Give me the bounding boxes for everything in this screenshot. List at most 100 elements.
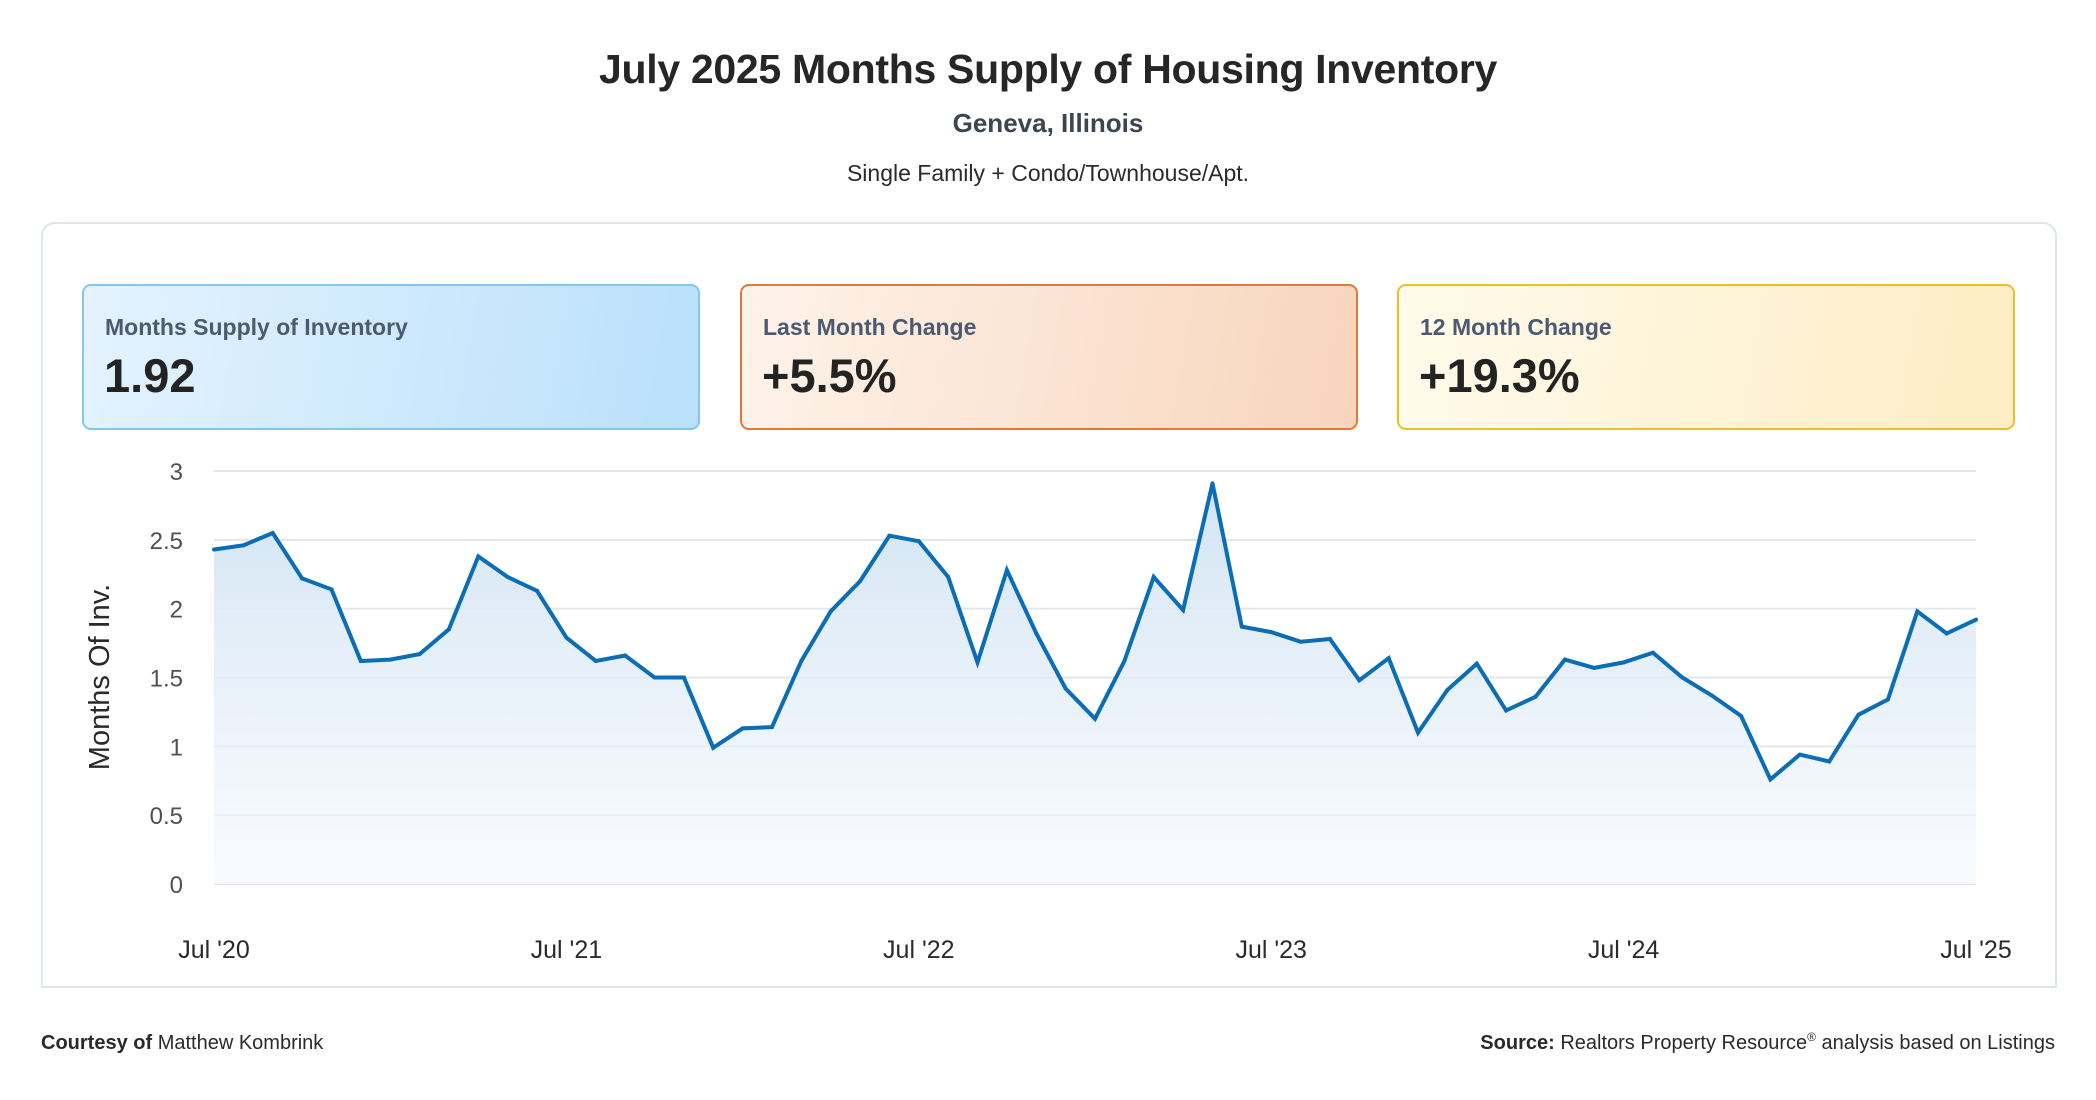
data-point — [799, 658, 804, 663]
data-point — [535, 588, 540, 593]
data-point — [1944, 631, 1949, 636]
data-point — [916, 539, 921, 544]
y-tick-label: 2.5 — [150, 528, 183, 555]
y-tick-label: 0.5 — [150, 803, 183, 830]
y-tick-label: 1 — [170, 734, 183, 761]
courtesy-credit: Courtesy of Matthew Kombrink — [41, 1030, 323, 1056]
x-tick-label: Jul '21 — [531, 936, 602, 964]
data-point — [1650, 650, 1655, 655]
kpi-card-12-month-change: 12 Month Change +19.3% — [1397, 284, 2015, 430]
source-label: Source: — [1480, 1032, 1555, 1054]
data-point — [1504, 708, 1509, 713]
data-point — [329, 587, 334, 592]
chart-title: July 2025 Months Supply of Housing Inven… — [598, 46, 1498, 92]
data-point — [1327, 636, 1332, 641]
data-point — [1739, 714, 1744, 719]
registered-mark: ® — [1807, 1030, 1816, 1044]
data-point — [270, 530, 275, 535]
kpi-card-months-supply: Months Supply of Inventory 1.92 — [82, 284, 700, 430]
x-axis-ticks: Jul '20 Jul '21 Jul '22 Jul '23 Jul '24 Jul '… — [178, 936, 2011, 964]
data-point — [1797, 752, 1802, 757]
kpi-value: +19.3% — [1419, 349, 1580, 402]
data-point — [1122, 658, 1127, 663]
data-point — [564, 635, 569, 640]
kpi-card-last-month-change: Last Month Change +5.5% — [740, 284, 1358, 430]
y-tick-label: 3 — [170, 459, 183, 486]
data-point — [740, 726, 745, 731]
x-tick-label: Jul '25 — [1940, 936, 2011, 964]
source-credit: Source: Realtors Property Resource® anal… — [1480, 1030, 2055, 1056]
data-point — [1034, 631, 1039, 636]
source-name: Realtors Property Resource — [1560, 1032, 1808, 1054]
source-description: analysis based on Listings — [1821, 1032, 2055, 1054]
data-point — [388, 657, 393, 662]
x-tick-label: Jul '22 — [883, 936, 954, 964]
data-point — [1181, 608, 1186, 613]
data-point — [1885, 697, 1890, 702]
kpi-label: 12 Month Change — [1420, 314, 1612, 340]
data-point — [1768, 777, 1773, 782]
data-point — [417, 652, 422, 657]
data-point — [212, 547, 216, 552]
data-point — [1827, 759, 1832, 764]
y-axis-ticks: 0 0.5 1 1.5 2 2.5 3 — [150, 459, 183, 899]
data-point — [1298, 639, 1303, 644]
data-point — [1592, 665, 1597, 670]
data-point — [1269, 630, 1274, 635]
property-segment: Single Family + Condo/Townhouse/Apt. — [846, 160, 1250, 186]
data-point — [505, 575, 510, 580]
data-point — [300, 576, 305, 581]
data-point — [593, 658, 598, 663]
data-point — [476, 554, 481, 559]
data-point — [1416, 730, 1421, 735]
y-axis-title: Months Of Inv. — [84, 584, 116, 770]
data-point — [1974, 617, 1978, 622]
kpi-value: +5.5% — [762, 349, 897, 402]
data-points — [212, 481, 1978, 782]
data-point — [1709, 693, 1714, 698]
y-tick-label: 0 — [170, 872, 183, 899]
data-point — [1151, 575, 1156, 580]
data-point — [1856, 712, 1861, 717]
data-point — [1562, 657, 1567, 662]
data-point — [1915, 609, 1920, 614]
y-tick-label: 2 — [170, 597, 183, 624]
location-subtitle: Geneva, Illinois — [952, 108, 1144, 138]
data-point — [1063, 686, 1068, 691]
y-tick-label: 1.5 — [150, 666, 183, 693]
data-point — [828, 609, 833, 614]
data-point — [887, 533, 892, 538]
data-point — [1093, 716, 1097, 721]
courtesy-label: Courtesy of — [41, 1032, 153, 1054]
data-point — [1004, 568, 1009, 573]
data-point — [652, 675, 657, 680]
x-tick-label: Jul '23 — [1235, 936, 1306, 964]
data-point — [623, 653, 628, 658]
data-point — [946, 575, 951, 580]
data-point — [1621, 660, 1626, 665]
data-point — [1210, 481, 1215, 486]
x-tick-label: Jul '24 — [1588, 936, 1660, 964]
data-point — [769, 725, 774, 730]
data-point — [1474, 661, 1479, 666]
area-fill — [214, 483, 1976, 884]
data-point — [1533, 694, 1538, 699]
kpi-label: Months Supply of Inventory — [105, 314, 408, 340]
data-point — [1680, 675, 1685, 680]
x-tick-label: Jul '20 — [178, 936, 249, 964]
data-point — [241, 543, 246, 548]
data-point — [1357, 678, 1362, 683]
data-point — [975, 660, 980, 665]
data-point — [1239, 624, 1244, 629]
data-point — [711, 745, 716, 750]
kpi-value: 1.92 — [104, 349, 196, 402]
data-point — [446, 627, 451, 632]
data-point — [358, 658, 363, 663]
data-point — [1386, 656, 1391, 661]
kpi-label: Last Month Change — [763, 314, 977, 340]
data-point — [681, 675, 686, 680]
courtesy-name: Matthew Kombrink — [157, 1032, 324, 1054]
data-point — [1445, 687, 1450, 692]
data-point — [858, 579, 863, 584]
